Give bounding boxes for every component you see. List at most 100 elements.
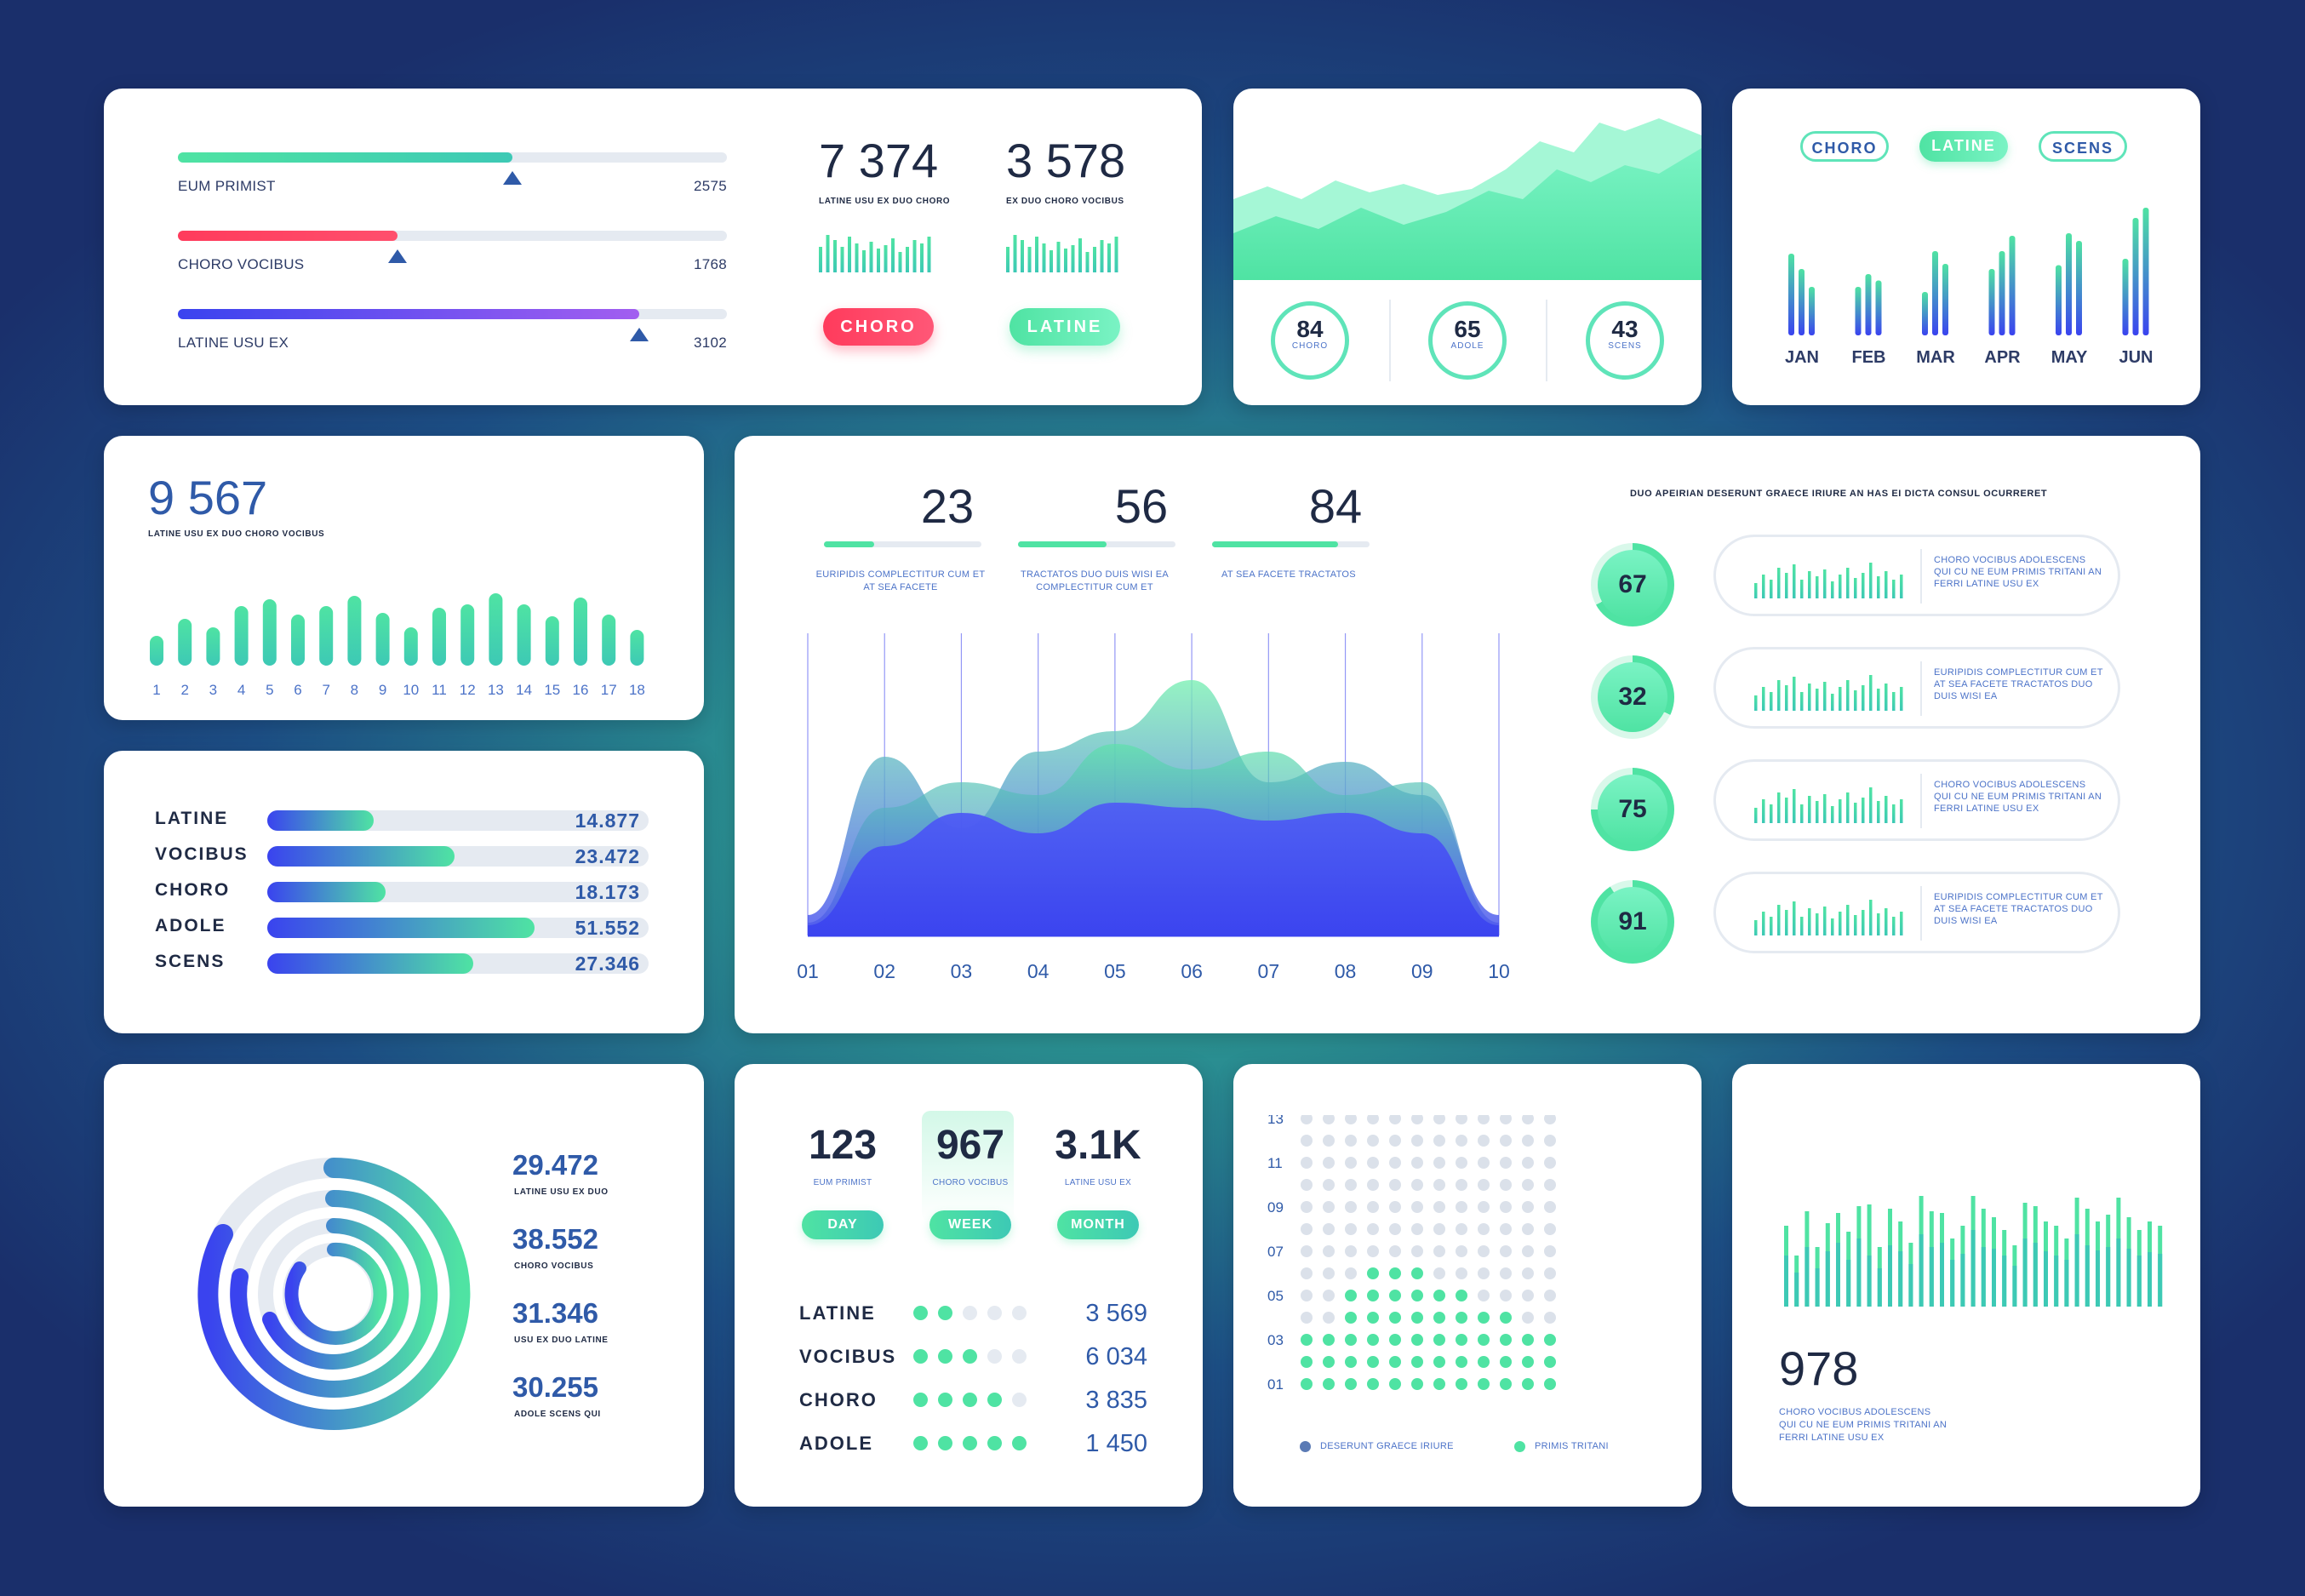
y-axis-label: 13 xyxy=(1267,1115,1284,1127)
choro-button[interactable]: CHORO xyxy=(823,308,934,346)
day-bar xyxy=(178,619,192,666)
spectrum-card: 978 CHORO VOCIBUS ADOLESCENS QUI CU NE E… xyxy=(1732,1064,2200,1507)
day-label: 18 xyxy=(629,682,645,698)
mini-bar xyxy=(1050,250,1053,272)
rating-dot xyxy=(963,1393,977,1407)
month-bar xyxy=(1922,292,1928,335)
month-label: MAY xyxy=(2051,348,2088,367)
stat-fill xyxy=(824,541,875,547)
metric-ring: 65 ADOLE xyxy=(1428,301,1507,380)
matrix-dot xyxy=(1456,1378,1467,1390)
list-mini-bar xyxy=(1785,798,1788,823)
progress-marker-icon[interactable] xyxy=(503,171,523,185)
progress-fill xyxy=(178,309,639,319)
matrix-dot xyxy=(1544,1179,1556,1191)
list-mini-bar xyxy=(1754,920,1758,935)
stat-label: TRACTATOS DUO DUIS WISI EA COMPLECTITUR … xyxy=(1020,569,1170,592)
spectrum-bar-inner xyxy=(1992,1249,1996,1307)
stat-label: AT SEA FACETE TRACTATOS xyxy=(1221,569,1356,580)
monthly-bar-chart: JAN FEB MAR APR MAY JUN xyxy=(1785,208,2153,367)
matrix-dot xyxy=(1433,1245,1445,1257)
stat-label: EURIPIDIS COMPLECTITUR CUM ET AT SEA FAC… xyxy=(815,569,986,592)
matrix-dot xyxy=(1478,1245,1490,1257)
headline-number: 9 567 xyxy=(148,471,268,524)
day-label: 1 xyxy=(152,682,160,698)
month-button[interactable]: MONTH xyxy=(1057,1210,1139,1239)
matrix-dot xyxy=(1301,1201,1313,1213)
legend-blue-dot xyxy=(1300,1441,1311,1452)
list-divider xyxy=(1920,549,1922,604)
day-bar xyxy=(234,606,249,666)
mini-bar xyxy=(1064,249,1067,272)
period-row-value: 6 034 xyxy=(1085,1343,1147,1370)
day-bar xyxy=(630,630,644,666)
progress-marker-icon[interactable] xyxy=(388,249,407,263)
rating-dot xyxy=(1012,1393,1027,1407)
headline-label: LATINE USU EX DUO CHORO VOCIBUS xyxy=(148,529,325,539)
rating-dot xyxy=(963,1436,977,1450)
row-value: 27.346 xyxy=(575,952,640,975)
day-label: 6 xyxy=(294,682,301,698)
tab-latine[interactable]: LATINE xyxy=(1919,131,2008,162)
list-mini-bar xyxy=(1900,687,1903,711)
list-item[interactable]: CHORO VOCIBUS ADOLESCENS QUI CU NE EUM P… xyxy=(1713,535,2120,616)
stat-value: 84 xyxy=(1308,479,1363,533)
list-mini-bar xyxy=(1777,792,1781,823)
progress-marker-icon[interactable] xyxy=(629,328,649,341)
mini-bar xyxy=(826,235,830,272)
list-mini-bar xyxy=(1885,796,1888,823)
list-mini-chart xyxy=(1754,787,1903,823)
tab-scens[interactable]: SCENS xyxy=(2039,131,2127,162)
month-bar xyxy=(1999,251,2005,335)
rating-dot xyxy=(913,1436,928,1450)
matrix-dot xyxy=(1433,1378,1445,1390)
matrix-dot xyxy=(1478,1115,1490,1124)
mini-bar xyxy=(1071,245,1075,272)
matrix-dot xyxy=(1500,1245,1512,1257)
list-mini-bar xyxy=(1831,581,1834,598)
matrix-dot xyxy=(1522,1290,1534,1301)
matrix-dot xyxy=(1389,1356,1401,1368)
stat-track xyxy=(824,541,981,547)
latine-button[interactable]: LATINE xyxy=(1010,308,1120,346)
mini-bar xyxy=(855,243,859,272)
radial-progress-chart xyxy=(197,1157,471,1430)
month-bar xyxy=(2122,259,2129,335)
monthly-bars-card: CHORO LATINE SCENS JAN FEB MAR APR MAY JUN xyxy=(1732,89,2200,405)
stat-value: 23 xyxy=(920,479,975,533)
month-label: FEB xyxy=(1852,348,1886,367)
mini-bar xyxy=(906,247,909,272)
spectrum-bar-inner xyxy=(1867,1256,1872,1307)
list-mini-bar xyxy=(1823,569,1827,598)
matrix-dot xyxy=(1411,1179,1423,1191)
list-mini-bar xyxy=(1777,680,1781,711)
matrix-dot xyxy=(1478,1201,1490,1213)
matrix-dot xyxy=(1411,1356,1423,1368)
matrix-dot xyxy=(1433,1201,1445,1213)
list-mini-bar xyxy=(1808,908,1811,935)
list-mini-bar xyxy=(1862,910,1865,935)
area-series xyxy=(808,803,1499,935)
matrix-dot xyxy=(1478,1290,1490,1301)
day-label: 14 xyxy=(516,682,532,698)
matrix-dot xyxy=(1345,1179,1357,1191)
week-button[interactable]: WEEK xyxy=(929,1210,1011,1239)
rating-dot xyxy=(987,1349,1002,1364)
legend-blue-label: DESERUNT GRAECE IRIURE xyxy=(1320,1441,1454,1451)
list-item[interactable]: CHORO VOCIBUS ADOLESCENS QUI CU NE EUM P… xyxy=(1713,759,2120,841)
matrix-dot xyxy=(1433,1290,1445,1301)
list-text: EURIPIDIS COMPLECTITUR CUM ET AT SEA FAC… xyxy=(1934,892,2103,926)
tab-choro[interactable]: CHORO xyxy=(1800,131,1889,162)
dot-matrix-chart: 13 11 09 07 05 03 01 xyxy=(1267,1115,1556,1393)
matrix-dot xyxy=(1323,1356,1335,1368)
month-bar xyxy=(1875,280,1882,335)
matrix-dot xyxy=(1301,1135,1313,1147)
matrix-dot xyxy=(1367,1223,1379,1235)
list-item[interactable]: EURIPIDIS COMPLECTITUR CUM ET AT SEA FAC… xyxy=(1713,647,2120,729)
list-item[interactable]: EURIPIDIS COMPLECTITUR CUM ET AT SEA FAC… xyxy=(1713,872,2120,953)
matrix-dot xyxy=(1411,1290,1423,1301)
day-button[interactable]: DAY xyxy=(802,1210,884,1239)
matrix-dot xyxy=(1301,1334,1313,1346)
list-mini-bar xyxy=(1785,910,1788,935)
matrix-dot xyxy=(1301,1245,1313,1257)
